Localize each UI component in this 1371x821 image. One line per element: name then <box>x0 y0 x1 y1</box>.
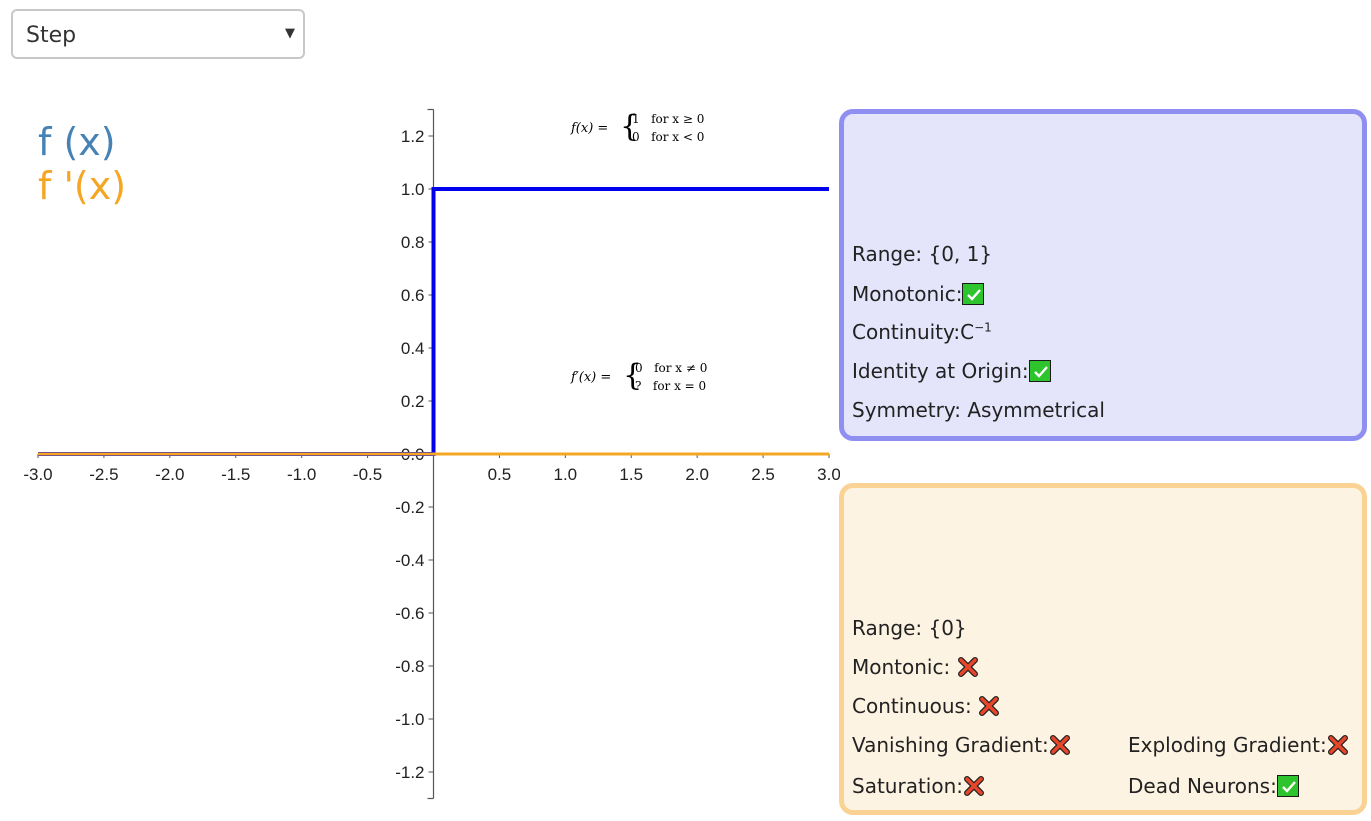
fp-saturation-label: Saturation: <box>852 774 963 798</box>
f-monotonic-label: Monotonic: <box>852 282 963 306</box>
check-icon <box>962 283 985 305</box>
fprime-formula-lhs: f′(x) = <box>571 370 612 385</box>
x-tick-label: 2.5 <box>751 465 775 484</box>
chevron-down-icon: ▼ <box>285 26 295 41</box>
fp-saturation-row: Saturation: <box>852 774 985 798</box>
fp-monotonic-row: Montonic: <box>852 655 979 679</box>
f-continuity-sup: −1 <box>974 320 992 335</box>
y-tick-label: 0.8 <box>401 233 425 252</box>
f-formula: f(x) = { 1 for x ≥ 0 0 for x < 0 <box>571 112 731 152</box>
fp-continuous-row: Continuous: <box>852 694 1000 718</box>
f-symmetry: Symmetry: Asymmetrical <box>852 398 1105 422</box>
y-tick-label: -1.2 <box>395 763 424 782</box>
x-tick-label: -3.0 <box>23 465 52 484</box>
fprime-case-1: 0 for x ≠ 0 <box>635 361 708 375</box>
y-tick-label: -0.2 <box>395 498 424 517</box>
f-series-line <box>38 187 829 456</box>
fp-dead-row: Dead Neurons: <box>1128 774 1299 798</box>
f-formula-lhs: f(x) = <box>571 121 609 136</box>
fp-monotonic-label: Montonic: <box>852 655 957 679</box>
activation-select[interactable]: Step ▼ <box>11 9 305 59</box>
x-tick-label: -2.0 <box>155 465 184 484</box>
x-tick-label: -1.5 <box>221 465 250 484</box>
derivative-properties-panel: Range: {0} Montonic: Continuous: Vanishi… <box>839 483 1367 815</box>
x-tick-label: 0.5 <box>488 465 512 484</box>
x-tick-label: -2.5 <box>89 465 118 484</box>
fp-vanishing-row: Vanishing Gradient: <box>852 733 1071 757</box>
y-tick-label: 0.2 <box>401 392 425 411</box>
f-case-1: 1 for x ≥ 0 <box>632 112 705 126</box>
cross-icon <box>1049 734 1071 756</box>
fp-vanishing-label: Vanishing Gradient: <box>852 733 1049 757</box>
function-properties-panel: Range: {0, 1} Monotonic: Continuity:C−1 … <box>839 109 1367 441</box>
y-tick-label: 1.0 <box>401 180 425 199</box>
y-tick-label: 0.4 <box>401 339 425 358</box>
y-tick-label: 0.6 <box>401 286 425 305</box>
fp-continuous-label: Continuous: <box>852 694 979 718</box>
check-icon <box>1028 360 1051 382</box>
cross-icon <box>963 775 985 797</box>
y-tick-label: 1.2 <box>401 127 425 146</box>
check-icon <box>1276 775 1299 797</box>
cross-icon <box>957 656 979 678</box>
activation-select-value: Step <box>26 23 77 48</box>
x-tick-label: -0.5 <box>353 465 382 484</box>
brace-icon: { <box>620 109 640 144</box>
fprime-case-2: ? for x = 0 <box>635 379 707 393</box>
legend-f: f (x) <box>38 120 116 164</box>
f-identity-label: Identity at Origin: <box>852 359 1029 383</box>
f-monotonic-row: Monotonic: <box>852 282 985 306</box>
y-tick-label: -1.0 <box>395 710 424 729</box>
fp-exploding-row: Exploding Gradient: <box>1128 733 1349 757</box>
cross-icon <box>1327 734 1349 756</box>
fp-dead-label: Dead Neurons: <box>1128 774 1277 798</box>
f-continuity-row: Continuity:C−1 <box>852 320 992 344</box>
y-tick-label: -0.8 <box>395 657 424 676</box>
fprime-formula: f′(x) = { 0 for x ≠ 0 ? for x = 0 <box>571 361 741 401</box>
f-continuity-label: Continuity:C <box>852 320 975 344</box>
x-tick-label: 3.0 <box>817 465 840 484</box>
x-tick-label: 2.0 <box>685 465 709 484</box>
x-tick-label: 1.5 <box>619 465 643 484</box>
brace-icon: { <box>623 358 643 393</box>
fp-range: Range: {0} <box>852 616 967 640</box>
y-tick-label: -0.6 <box>395 604 424 623</box>
cross-icon <box>978 695 1000 717</box>
f-range: Range: {0, 1} <box>852 242 993 266</box>
activation-chart: 1.21.00.80.60.40.20.0-0.2-0.4-0.6-0.8-1.… <box>23 108 840 800</box>
x-tick-label: 1.0 <box>554 465 578 484</box>
x-tick-label: -1.0 <box>287 465 316 484</box>
fp-exploding-label: Exploding Gradient: <box>1128 733 1327 757</box>
f-case-2: 0 for x < 0 <box>632 130 705 144</box>
y-tick-label: -0.4 <box>395 551 424 570</box>
f-identity-row: Identity at Origin: <box>852 359 1051 383</box>
legend-fprime: f '(x) <box>38 164 127 208</box>
